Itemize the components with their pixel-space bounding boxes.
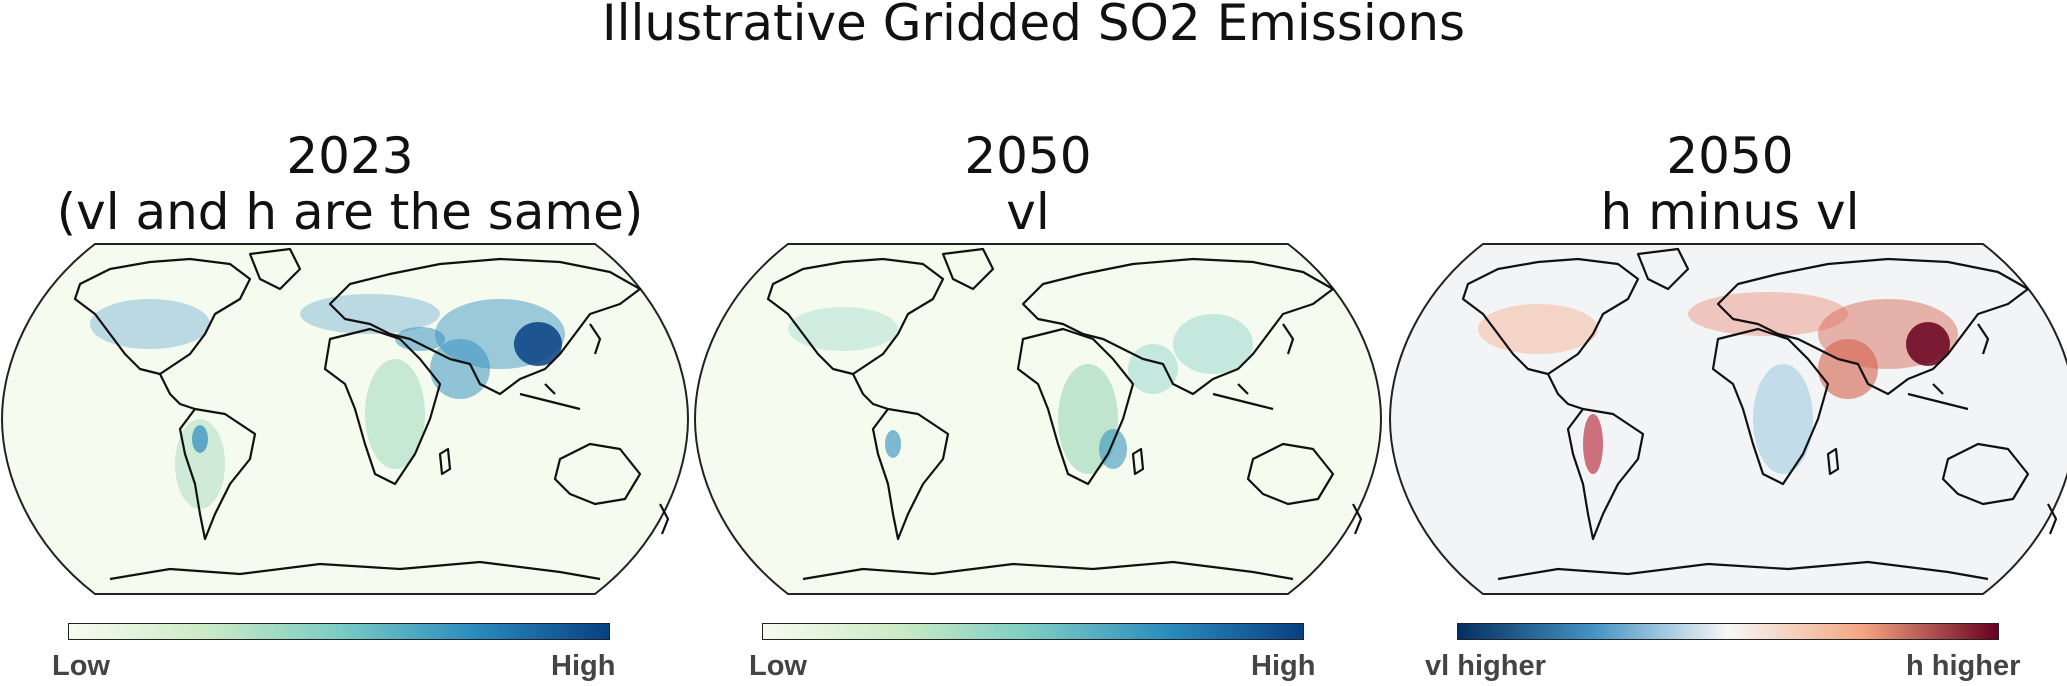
- panel-title-line1: 2050: [964, 127, 1092, 185]
- panel-title-line2: h minus vl: [1600, 183, 1860, 241]
- panel-title-line2: (vl and h are the same): [56, 183, 644, 241]
- map-2050-h-minus-vl: [1389, 243, 2067, 595]
- map-2050-vl-emissions: [694, 243, 1382, 595]
- panel-title-2050-vl: 2050 vl: [683, 128, 1373, 240]
- colorbar-vl-higher-label: vl higher: [1425, 650, 1546, 682]
- colorbar-high-label: High: [1251, 650, 1316, 682]
- colorbar-low-label: Low: [749, 650, 807, 682]
- panel-title-line2: vl: [1006, 183, 1050, 241]
- map-2023-emissions: [1, 243, 689, 595]
- difference-hotspots: [1478, 292, 1958, 474]
- colorbar-high-label: High: [551, 650, 616, 682]
- colorbar-2023: [68, 623, 610, 640]
- emission-hotspots: [90, 294, 565, 509]
- panel-title-line1: 2050: [1666, 127, 1794, 185]
- panel-title-2023: 2023 (vl and h are the same): [5, 128, 695, 240]
- panel-title-2050-diff: 2050 h minus vl: [1385, 128, 2067, 240]
- colorbar-h-higher-label: h higher: [1906, 650, 2021, 682]
- colorbar-low-label: Low: [52, 650, 110, 682]
- colorbar-2050-vl: [762, 623, 1304, 640]
- colorbar-difference: [1457, 623, 1999, 640]
- emission-hotspots: [788, 307, 1253, 474]
- panel-title-line1: 2023: [286, 127, 414, 185]
- figure-title: Illustrative Gridded SO2 Emissions: [601, 0, 1466, 52]
